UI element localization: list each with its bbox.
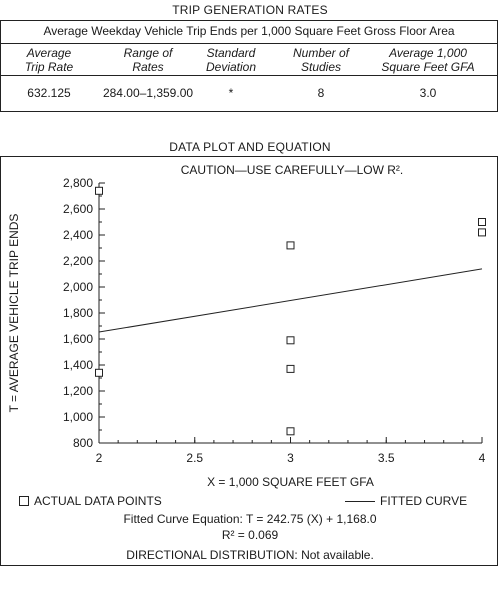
fitted-equation: Fitted Curve Equation: T = 242.75 (X) + …	[0, 512, 500, 526]
y-tick-label: 1,200	[63, 384, 93, 398]
x-tick-label: 2.5	[186, 451, 203, 465]
r-squared: R² = 0.069	[0, 528, 500, 542]
x-tick-label: 3.5	[378, 451, 395, 465]
x-tick-label: 4	[479, 451, 486, 465]
data-point	[287, 365, 294, 372]
y-axis-label: T = AVERAGE VEHICLE TRIP ENDS	[7, 214, 21, 413]
fitted-curve-line	[99, 269, 482, 332]
y-tick-label: 1,600	[63, 332, 93, 346]
x-tick-label: 2	[96, 451, 103, 465]
legend-actual-points: ACTUAL DATA POINTS	[34, 494, 162, 508]
data-point	[287, 428, 294, 435]
data-point	[287, 242, 294, 249]
y-tick-label: 1,400	[63, 358, 93, 372]
x-tick-label: 3	[287, 451, 294, 465]
data-point-legend-icon	[19, 496, 29, 506]
data-point	[479, 229, 486, 236]
directional-distribution: DIRECTIONAL DISTRIBUTION: Not available.	[0, 548, 500, 562]
data-point	[96, 369, 103, 376]
y-tick-label: 2,800	[63, 176, 93, 190]
fitted-curve-legend-icon	[345, 501, 375, 502]
data-point	[287, 337, 294, 344]
data-point	[479, 219, 486, 226]
data-point	[96, 187, 103, 194]
y-tick-label: 1,000	[63, 410, 93, 424]
y-tick-label: 2,400	[63, 228, 93, 242]
y-tick-label: 2,600	[63, 202, 93, 216]
y-tick-label: 2,000	[63, 280, 93, 294]
x-axis-label: X = 1,000 SQUARE FEET GFA	[207, 475, 374, 489]
y-tick-label: 800	[73, 436, 93, 450]
y-tick-label: 1,800	[63, 306, 93, 320]
legend-fitted-curve: FITTED CURVE	[380, 494, 467, 508]
y-tick-label: 2,200	[63, 254, 93, 268]
